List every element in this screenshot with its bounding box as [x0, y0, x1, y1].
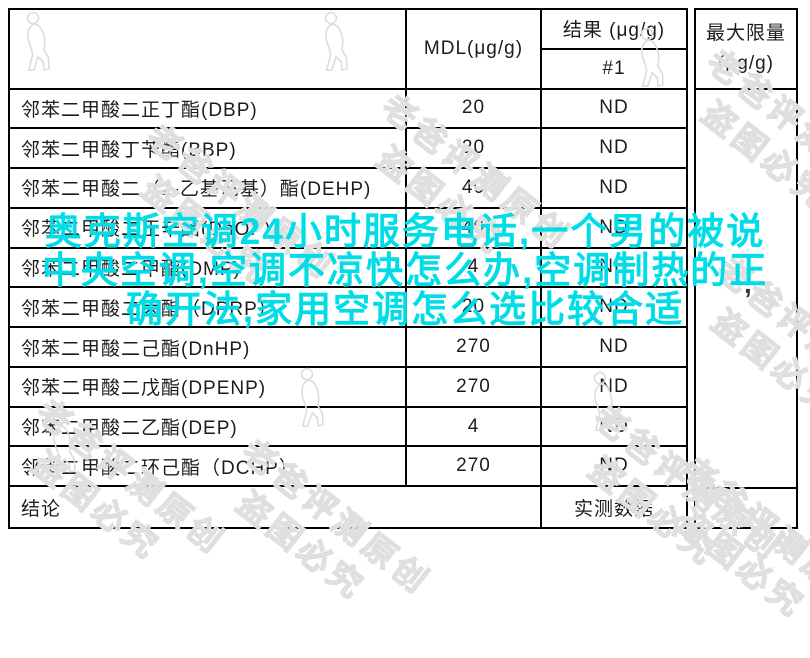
result-cell: ND	[542, 328, 686, 368]
conclusion-label-cell: 结论	[10, 487, 542, 527]
mdl-cell: 4	[407, 248, 542, 289]
substance-cell: 邻苯二甲酸二正辛酯(DnOP)	[10, 208, 407, 249]
max-limit-footer-cell	[696, 487, 796, 527]
max-limit-unit: (μg/g)	[717, 53, 774, 74]
result-cell: ND	[542, 209, 686, 249]
header-mdl-cell: MDL(μg/g)	[407, 10, 542, 90]
result-cell: ND	[542, 288, 686, 329]
header-result-cell: 结果 (μg/g)	[542, 10, 686, 50]
substance-cell: 邻苯二甲酸二丙酯（DPRP）	[10, 288, 407, 329]
substance-cell: 邻苯二甲酸二己酯(DnHP)	[10, 328, 407, 368]
substance-cell: 邻苯二甲酸丁苄酯(BBP)	[10, 129, 407, 170]
result-cell: ND	[542, 90, 686, 130]
result-cell: ND	[542, 368, 686, 408]
result-cell: ND	[542, 408, 686, 448]
result-cell: ND	[542, 169, 686, 209]
substance-cell: 邻苯二甲酸二乙酯(DEP)	[10, 407, 407, 448]
max-limit-empty-cell	[696, 90, 796, 487]
header-sample-number-cell: #1	[542, 50, 686, 90]
mdl-cell: 40	[407, 169, 542, 209]
mdl-cell: 40	[407, 208, 542, 249]
substance-cell: 邻苯二甲酸二戊酯(DPENP)	[10, 367, 407, 408]
mdl-cell: 20	[407, 89, 542, 130]
max-limit-header: 最大限量 (μg/g)	[696, 10, 796, 90]
substance-cell: 邻苯二甲酸二甲酯(DMP)	[10, 248, 407, 289]
mdl-cell: 20	[407, 129, 542, 170]
mdl-cell: 270	[407, 328, 542, 368]
max-limit-column: 最大限量 (μg/g)	[694, 8, 798, 529]
result-cell: ND	[542, 249, 686, 289]
mdl-cell: 270	[407, 447, 542, 488]
header-substance-cell	[10, 10, 407, 90]
result-cell: ND	[542, 447, 686, 488]
measured-data-cell: 实测数据	[573, 498, 654, 520]
mdl-cell: 4	[407, 407, 542, 448]
mdl-cell: 270	[407, 367, 542, 408]
substance-cell: 邻苯二甲酸二正丁酯(DBP)	[10, 89, 407, 130]
result-cell: ND	[542, 129, 686, 170]
substance-cell: 邻苯二甲酸二环己酯（DCHP）	[10, 447, 407, 488]
max-limit-title: 最大限量	[705, 23, 786, 44]
mdl-cell: 20	[407, 288, 542, 329]
phthalate-test-results-table: MDL(μg/g) 结果 (μg/g) #1 邻苯二甲酸二正丁酯(DBP) 20…	[8, 8, 688, 529]
substance-cell: 邻苯二甲酸二（2-乙基己基）酯(DEHP)	[10, 169, 407, 209]
